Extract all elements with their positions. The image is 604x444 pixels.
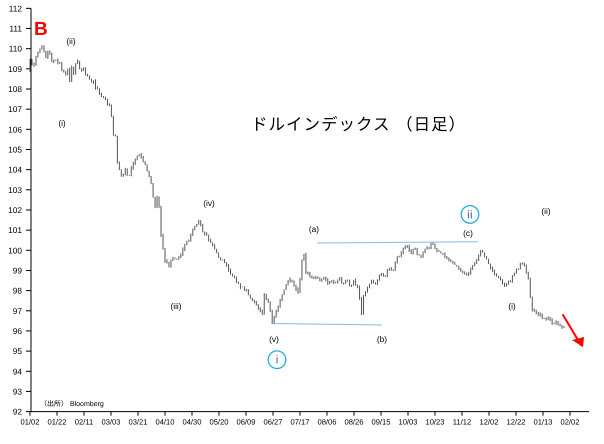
svg-text:108: 108 <box>8 84 22 94</box>
svg-text:08/06: 08/06 <box>317 418 336 427</box>
svg-text:ii: ii <box>467 210 473 222</box>
svg-text:12/22: 12/22 <box>506 418 525 427</box>
svg-text:09/15: 09/15 <box>371 418 390 427</box>
svg-text:96: 96 <box>13 326 23 336</box>
svg-text:98: 98 <box>13 286 23 296</box>
svg-text:01/02: 01/02 <box>20 418 39 427</box>
svg-text:101: 101 <box>8 225 22 235</box>
svg-text:06/09: 06/09 <box>236 418 255 427</box>
svg-text:(c): (c) <box>463 228 473 238</box>
svg-text:93: 93 <box>13 386 23 396</box>
svg-text:94: 94 <box>13 366 23 376</box>
svg-text:92: 92 <box>13 407 23 417</box>
svg-text:07/17: 07/17 <box>290 418 309 427</box>
svg-text:06/27: 06/27 <box>263 418 282 427</box>
svg-text:10/23: 10/23 <box>425 418 444 427</box>
svg-text:(iii): (iii) <box>170 301 181 311</box>
svg-text:104: 104 <box>8 165 22 175</box>
svg-text:102: 102 <box>8 205 22 215</box>
svg-text:03/03: 03/03 <box>101 418 120 427</box>
svg-text:105: 105 <box>8 144 22 154</box>
svg-text:04/10: 04/10 <box>155 418 174 427</box>
svg-text:(i): (i) <box>58 118 66 128</box>
svg-text:95: 95 <box>13 346 23 356</box>
svg-text:(a): (a) <box>309 224 319 234</box>
svg-text:B: B <box>34 19 48 40</box>
svg-text:(i): (i) <box>508 301 516 311</box>
svg-text:01/22: 01/22 <box>47 418 66 427</box>
svg-text:97: 97 <box>13 306 23 316</box>
svg-text:04/30: 04/30 <box>182 418 201 427</box>
svg-text:111: 111 <box>9 24 22 34</box>
svg-text:10/03: 10/03 <box>398 418 417 427</box>
svg-text:(v): (v) <box>269 334 279 344</box>
svg-text:（出所） Bloomberg: （出所） Bloomberg <box>40 400 104 408</box>
svg-text:112: 112 <box>9 3 23 13</box>
svg-text:(iv): (iv) <box>203 198 215 208</box>
svg-text:i: i <box>276 355 279 367</box>
svg-text:(b): (b) <box>377 334 387 344</box>
svg-text:11/12: 11/12 <box>453 418 471 427</box>
svg-text:12/02: 12/02 <box>479 418 498 427</box>
svg-text:107: 107 <box>8 104 22 114</box>
svg-text:02/11: 02/11 <box>75 418 93 427</box>
svg-text:106: 106 <box>8 124 22 134</box>
svg-text:100: 100 <box>8 245 22 255</box>
svg-text:103: 103 <box>8 185 22 195</box>
svg-text:110: 110 <box>9 44 23 54</box>
svg-text:05/20: 05/20 <box>209 418 228 427</box>
svg-text:99: 99 <box>13 265 23 275</box>
svg-text:03/21: 03/21 <box>128 418 147 427</box>
svg-text:(ii): (ii) <box>66 36 75 46</box>
svg-text:(ii): (ii) <box>541 206 550 216</box>
svg-text:ドルインデックス （日足）: ドルインデックス （日足） <box>251 115 466 134</box>
svg-text:02/02: 02/02 <box>560 418 579 427</box>
svg-text:01/13: 01/13 <box>533 418 552 427</box>
svg-text:08/26: 08/26 <box>344 418 363 427</box>
svg-text:109: 109 <box>8 64 22 74</box>
